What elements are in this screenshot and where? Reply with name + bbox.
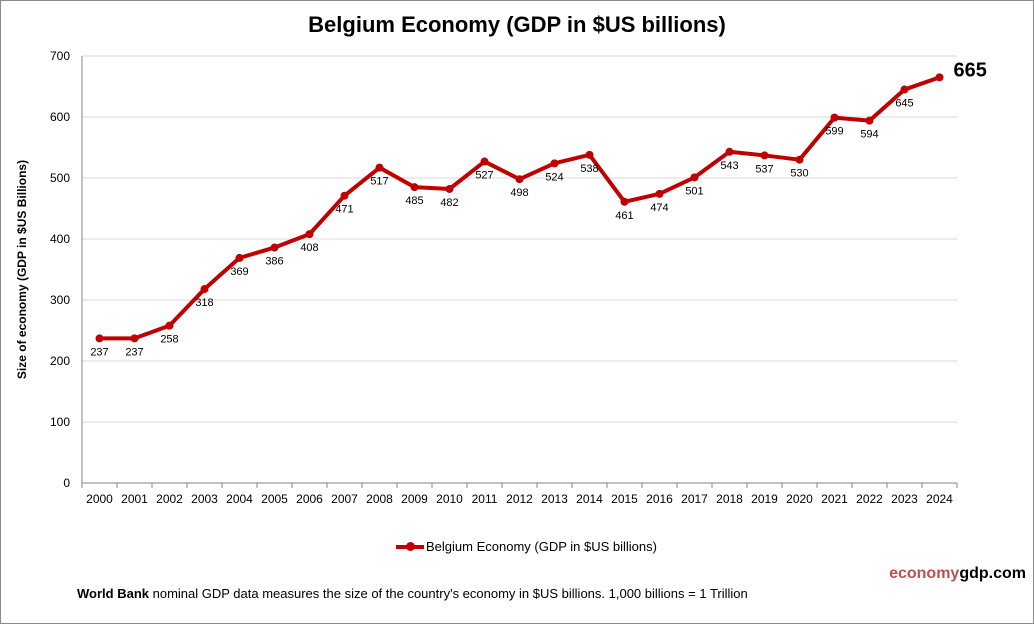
data-label: 537 <box>755 163 773 175</box>
x-tick-label: 2020 <box>786 492 813 506</box>
data-point <box>550 159 559 168</box>
y-tick-label: 200 <box>50 354 70 368</box>
data-label: 471 <box>335 204 353 216</box>
x-tick-label: 2005 <box>261 492 288 506</box>
data-label: 485 <box>405 195 423 207</box>
data-point <box>375 163 384 172</box>
x-tick-label: 2008 <box>366 492 393 506</box>
data-point <box>410 183 419 192</box>
y-tick-label: 100 <box>50 415 70 429</box>
x-tick-label: 2022 <box>856 492 883 506</box>
x-tick-label: 2001 <box>121 492 148 506</box>
legend: Belgium Economy (GDP in $US billions) <box>396 539 657 554</box>
data-point <box>795 155 804 164</box>
data-label: 237 <box>90 346 108 358</box>
y-tick-label: 600 <box>50 110 70 124</box>
y-tick-label: 700 <box>50 49 70 63</box>
x-tick-label: 2011 <box>472 492 498 506</box>
data-point <box>445 184 454 193</box>
x-tick-label: 2012 <box>506 492 533 506</box>
data-point <box>200 285 209 294</box>
x-tick-label: 2015 <box>611 492 638 506</box>
data-point <box>585 150 594 159</box>
data-point <box>900 85 909 94</box>
data-point <box>270 243 279 252</box>
x-tick-label: 2002 <box>156 492 183 506</box>
x-tick-label: 2009 <box>401 492 428 506</box>
brand-logo: economygdp.com <box>889 565 1026 582</box>
y-tick-label: 0 <box>63 476 70 490</box>
data-point <box>725 147 734 156</box>
data-label: 318 <box>195 297 213 309</box>
data-label: 237 <box>125 346 143 358</box>
data-point <box>865 116 874 125</box>
data-label: 501 <box>685 185 703 197</box>
x-tick-label: 2024 <box>926 492 953 506</box>
data-point <box>165 321 174 330</box>
data-point <box>95 334 104 343</box>
data-label: 482 <box>440 197 458 209</box>
x-tick-label: 2010 <box>436 492 463 506</box>
data-point <box>690 173 699 182</box>
footnote-text: nominal GDP data measures the size of th… <box>149 586 748 601</box>
x-tick-label: 2016 <box>646 492 673 506</box>
data-label: 517 <box>370 176 388 188</box>
data-label: 461 <box>615 210 633 222</box>
data-point <box>935 73 944 82</box>
data-label-latest: 665 <box>954 59 987 81</box>
chart-title: Belgium Economy (GDP in $US billions) <box>308 12 726 37</box>
data-point <box>760 151 769 160</box>
x-tick-label: 2006 <box>296 492 323 506</box>
x-tick-label: 2003 <box>191 492 218 506</box>
data-label: 386 <box>265 256 283 268</box>
data-point <box>480 157 489 166</box>
x-tick-label: 2019 <box>751 492 778 506</box>
x-tick-label: 2013 <box>541 492 568 506</box>
y-tick-label: 500 <box>50 171 70 185</box>
data-label: 543 <box>720 160 738 172</box>
x-tick-label: 2021 <box>821 492 848 506</box>
x-tick-label: 2018 <box>716 492 743 506</box>
y-tick-label: 300 <box>50 293 70 307</box>
x-tick-label: 2023 <box>891 492 918 506</box>
data-label: 530 <box>790 168 808 180</box>
footnote-source: World Bank <box>77 586 149 601</box>
y-tick-label: 400 <box>50 232 70 246</box>
data-point <box>515 175 524 184</box>
data-label: 599 <box>825 126 843 138</box>
data-label: 474 <box>650 202 668 214</box>
footnote: World Bank nominal GDP data measures the… <box>77 586 748 601</box>
x-tick-label: 2004 <box>226 492 253 506</box>
data-label: 258 <box>160 334 178 346</box>
legend-swatch <box>396 541 424 551</box>
data-point <box>130 334 139 343</box>
x-tick-label: 2000 <box>86 492 113 506</box>
y-axis-label: Size of economy (GDP in $US Billions) <box>15 160 29 379</box>
data-label: 594 <box>860 129 878 141</box>
data-point <box>830 113 839 122</box>
data-label: 645 <box>895 98 913 110</box>
data-point <box>305 230 314 239</box>
data-point <box>655 189 664 198</box>
data-label: 408 <box>300 242 318 254</box>
data-label: 524 <box>545 171 563 183</box>
data-label: 498 <box>510 187 528 199</box>
x-tick-label: 2014 <box>576 492 603 506</box>
data-point <box>235 253 244 262</box>
data-label: 538 <box>580 163 598 175</box>
x-tick-label: 2017 <box>681 492 708 506</box>
data-label: 369 <box>230 266 248 278</box>
x-tick-label: 2007 <box>331 492 358 506</box>
data-label: 527 <box>475 170 493 182</box>
data-point <box>340 191 349 200</box>
legend-label: Belgium Economy (GDP in $US billions) <box>426 539 657 554</box>
data-point <box>620 197 629 206</box>
